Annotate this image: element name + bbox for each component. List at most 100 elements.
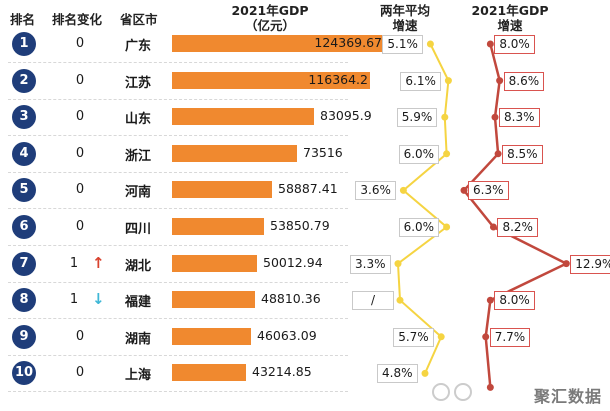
avg-growth-point — [444, 77, 452, 85]
watermark: 聚汇数据 — [533, 387, 602, 406]
gdp-bar — [172, 327, 251, 345]
gdp-growth-point — [460, 186, 468, 194]
gdp-growth-label: 8.6% — [503, 71, 545, 91]
rank-badge: 5 — [12, 178, 36, 203]
header-avg: 两年平均 增速 — [370, 3, 440, 33]
row-separator — [8, 281, 348, 283]
gdp-growth-line — [462, 43, 570, 388]
gdp-value-label: 53850.79 — [270, 218, 330, 233]
gdp-value-label: 83095.9 — [320, 108, 372, 124]
rank-change: 0 — [75, 182, 85, 198]
gdp-growth-label: 8.0% — [494, 35, 535, 54]
avg-growth-label: 3.3% — [350, 254, 391, 274]
rank-badge: 8 — [12, 288, 36, 313]
province-name: 广东 — [125, 39, 152, 54]
gdp-bar — [172, 181, 272, 199]
rank-change: 1 — [69, 255, 79, 271]
watermark-dot-icon — [432, 383, 450, 401]
gdp-value-label: 58887.41 — [278, 181, 338, 197]
gdp-growth-label: 12.9% — [570, 254, 610, 274]
avg-growth-point — [437, 333, 445, 341]
row-separator — [8, 208, 348, 210]
gdp-bar — [172, 144, 297, 162]
gdp-value-label: 124369.67 — [314, 35, 382, 50]
avg-growth-label: 4.8% — [377, 364, 418, 384]
rank-change: 0 — [75, 145, 85, 161]
avg-growth-point — [441, 113, 449, 121]
gdp-growth-label: 8.5% — [502, 144, 543, 164]
gdp-value-label: 48810.36 — [261, 291, 321, 307]
avg-growth-label: 6.0% — [398, 144, 440, 164]
header-avg-line2: 增速 — [392, 18, 418, 33]
row-separator — [8, 391, 348, 393]
province-name: 福建 — [125, 295, 152, 311]
rank-badge: 7 — [12, 251, 36, 276]
province-name: 四川 — [125, 222, 152, 237]
avg-growth-label: 3.6% — [355, 181, 396, 201]
header-change: 排名变化 — [52, 12, 103, 27]
gdp-bar — [172, 35, 384, 52]
gdp-value-label: 116364.2 — [308, 71, 368, 87]
rank-badge: 3 — [12, 105, 36, 130]
row-separator — [8, 171, 348, 173]
arrow-down-icon: ↓ — [92, 290, 105, 309]
avg-growth-point — [399, 186, 407, 194]
avg-growth-label: 5.1% — [382, 35, 423, 54]
gdp-value-label: 73516 — [303, 144, 343, 160]
header-avg-line1: 两年平均 — [379, 3, 430, 18]
gdp-bar — [172, 364, 246, 382]
avg-growth-point — [443, 223, 451, 231]
header-growth: 2021年GDP 增速 — [460, 3, 560, 33]
gdp-growth-point — [486, 40, 494, 48]
rank-badge: 6 — [12, 215, 36, 239]
avg-growth-label: / — [352, 291, 394, 311]
province-name: 湖北 — [125, 258, 152, 274]
row-separator — [8, 135, 348, 137]
gdp-value-label: 46063.09 — [257, 327, 317, 343]
avg-growth-point — [443, 150, 451, 158]
gdp-growth-label: 8.0% — [494, 291, 535, 311]
rank-badge: 9 — [12, 324, 36, 349]
avg-growth-label: 5.7% — [393, 327, 434, 347]
row-separator — [8, 318, 348, 320]
gdp-bar — [172, 108, 314, 126]
gdp-value-label: 43214.85 — [252, 364, 312, 380]
gdp-growth-point — [482, 333, 490, 341]
header-gdp-line1: 2021年GDP — [231, 3, 309, 18]
gdp-bar — [172, 254, 257, 272]
rank-badge: 10 — [12, 361, 36, 386]
avg-growth-point — [421, 369, 429, 377]
gdp-growth-point — [494, 150, 502, 158]
watermark-dot-icon — [454, 383, 472, 401]
header-growth-line2: 增速 — [497, 18, 523, 33]
province-name: 浙江 — [125, 148, 152, 164]
gdp-growth-label: 8.3% — [499, 108, 540, 128]
header-rank: 排名 — [10, 12, 36, 27]
province-name: 江苏 — [125, 75, 152, 91]
row-separator — [8, 62, 348, 63]
rank-change: 1 — [69, 292, 79, 308]
avg-growth-label: 6.1% — [400, 71, 441, 91]
row-separator — [8, 98, 348, 100]
header-growth-line1: 2021年GDP — [471, 3, 549, 18]
gdp-growth-label: 8.2% — [497, 218, 538, 237]
avg-growth-point — [396, 296, 404, 304]
avg-growth-label: 6.0% — [398, 218, 440, 237]
rank-change: 0 — [75, 328, 85, 344]
rank-change: 0 — [75, 365, 85, 381]
rank-change: 0 — [75, 109, 85, 125]
rank-change: 0 — [75, 219, 85, 234]
gdp-growth-label: 6.3% — [468, 181, 509, 201]
header-gdp: 2021年GDP （亿元） — [210, 3, 330, 33]
avg-growth-point — [394, 260, 402, 268]
avg-growth-point — [426, 40, 434, 48]
rank-badge: 2 — [12, 68, 36, 93]
avg-growth-line — [396, 43, 450, 374]
gdp-bar — [172, 71, 370, 89]
gdp-growth-point — [486, 296, 494, 304]
header-province: 省区市 — [120, 12, 158, 27]
header-gdp-line2: （亿元） — [244, 18, 295, 33]
rank-badge: 1 — [12, 32, 36, 56]
province-name: 上海 — [125, 368, 152, 384]
